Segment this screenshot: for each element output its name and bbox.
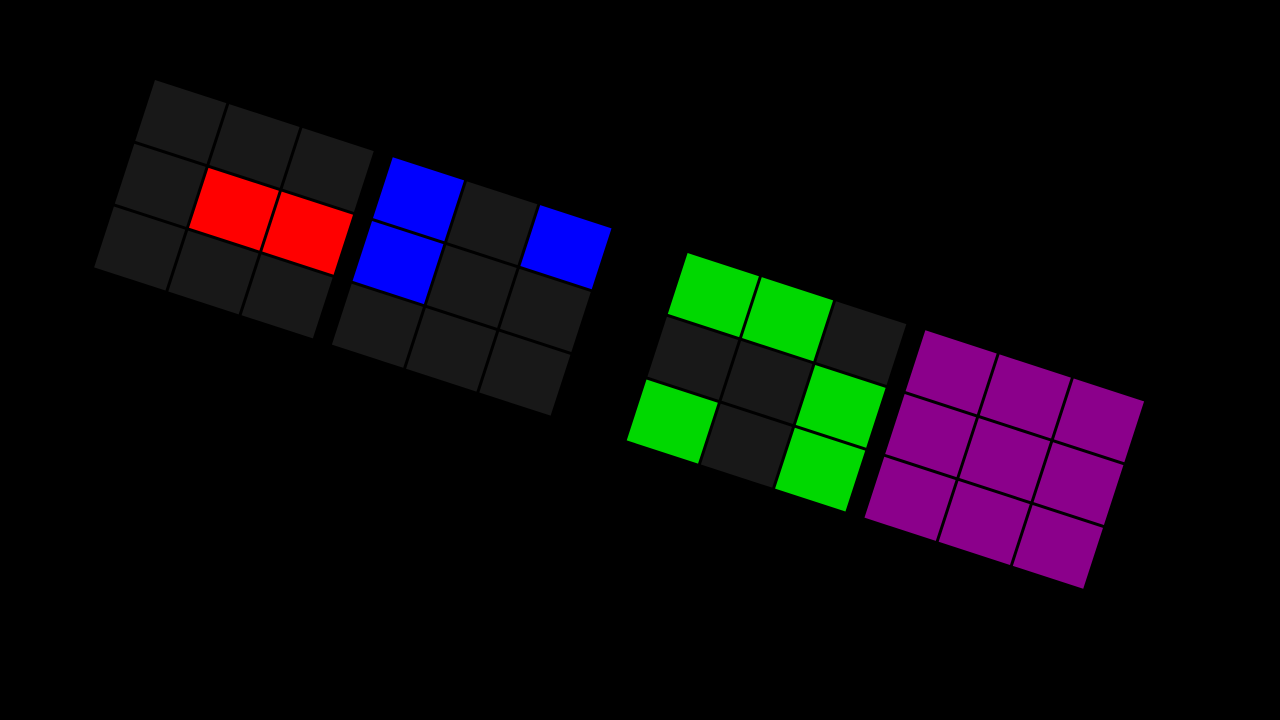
- board-1-red: [94, 80, 374, 339]
- board-3-green: [626, 253, 907, 512]
- board-2-blue: [331, 157, 612, 416]
- board-4-purple: [864, 330, 1145, 589]
- board-row: [94, 80, 1145, 589]
